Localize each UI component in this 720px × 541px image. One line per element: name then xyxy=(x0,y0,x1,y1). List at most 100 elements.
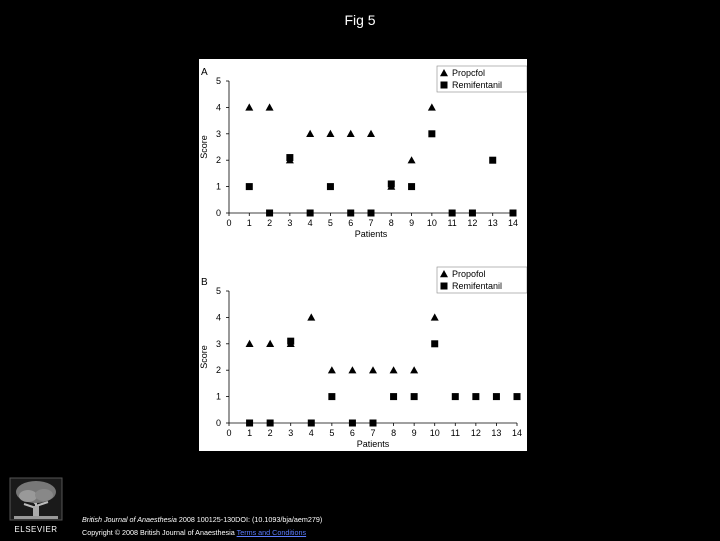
panel-b-legend-square-marker xyxy=(440,282,448,290)
panel-a-remifentanil-point xyxy=(509,209,517,217)
panel-a-x-tick-label: 5 xyxy=(328,218,333,228)
panel-a-propofol-point xyxy=(326,129,335,137)
panel-b-propofol-point xyxy=(369,366,377,374)
copyright-line: Copyright © 2008 British Journal of Anae… xyxy=(82,526,682,539)
panel-b-x-tick-label: 0 xyxy=(226,428,231,438)
panel-b-x-axis-title: Patients xyxy=(357,439,390,449)
panel-b-y-tick-label: 2 xyxy=(216,365,221,375)
panel-b-x-tick-label: 4 xyxy=(309,428,314,438)
figure-svg: A0 1 2 3 4 5 6 7 8 9 10 11 12 13 14012345PatientsScore… xyxy=(199,65,527,449)
panel-a-y-tick-label: 3 xyxy=(216,129,221,139)
panel-a-remifentanil-point xyxy=(489,156,497,164)
panel-a-x-tick-label: 4 xyxy=(308,218,313,228)
panel-b-x-tick-label: 14 xyxy=(512,428,522,438)
panel-b-remifentanil-point xyxy=(348,419,356,427)
panel-a-remifentanil-point xyxy=(306,209,314,217)
panel-b-remifentanil-point xyxy=(287,337,295,345)
panel-a-x-tick-label: 11 xyxy=(447,218,456,228)
panel-b-x-tick-label: 5 xyxy=(329,428,334,438)
panel-a-remifentanil-point xyxy=(408,183,416,191)
panel-a-legend-label: Remifentanil xyxy=(452,80,502,90)
panel-b-remifentanil-point xyxy=(492,393,500,401)
panel-a-x-tick-label: 1 xyxy=(247,218,252,228)
journal-name: British Journal of Anaesthesia xyxy=(82,515,177,524)
panel-a-propofol-point xyxy=(346,129,355,137)
panel-a-y-tick-label: 4 xyxy=(216,102,221,112)
panel-b-remifentanil-point xyxy=(472,393,480,401)
panel-a-x-axis-title: Patients xyxy=(355,229,388,239)
panel-b-remifentanil-point xyxy=(307,419,315,427)
panel-b-x-tick-label: 2 xyxy=(268,428,273,438)
panel-a-remifentanil-point xyxy=(326,183,334,191)
panel-b-remifentanil-point xyxy=(410,393,418,401)
terms-link[interactable]: Terms and Conditions xyxy=(236,528,307,537)
panel-a-legend-triangle-marker xyxy=(440,69,448,77)
panel-a-propofol-point xyxy=(245,103,254,111)
panel-b-propofol-point xyxy=(245,339,254,347)
panel-b-remifentanil-point xyxy=(369,419,377,427)
panel-b-propofol-point xyxy=(327,366,336,374)
panel-b-remifentanil-point xyxy=(390,393,398,401)
panel-b-propofol-point xyxy=(430,313,439,321)
panel-a-remifentanil-point xyxy=(387,180,395,188)
panel-a-x-tick-label: 14 xyxy=(508,218,518,228)
panel-b-legend-label: Remifentanil xyxy=(452,281,502,291)
panel-b-propofol-point xyxy=(348,366,357,374)
slide-title: Fig 5 xyxy=(344,12,376,28)
panel-a-remifentanil-point xyxy=(428,130,436,138)
panel-a-x-tick-label: 9 xyxy=(409,218,414,228)
panel-b-y-tick-label: 5 xyxy=(216,286,221,296)
panel-b-x-tick-label: 6 xyxy=(350,428,355,438)
panel-a-x-tick-label: 6 xyxy=(348,218,353,228)
panel-b-label: B xyxy=(201,277,208,288)
panel-b-remifentanil-point xyxy=(513,393,521,401)
panel-a-label: A xyxy=(201,67,208,78)
panel-b-legend-label: Propofol xyxy=(452,269,486,279)
panel-b-legend-triangle-marker xyxy=(440,270,448,278)
panel-a-x-tick-label: 7 xyxy=(368,218,373,228)
panel-a-remifentanil-point xyxy=(367,209,375,217)
panel-b-x-tick-label: 12 xyxy=(471,428,481,438)
panel-b-x-tick-label: 8 xyxy=(391,428,396,438)
panel-a-x-tick-label: 13 xyxy=(488,218,498,228)
panel-a-remifentanil-point xyxy=(448,209,456,217)
panel-b-propofol-point xyxy=(266,339,275,347)
panel-a-y-axis-title: Score xyxy=(199,135,209,159)
panel-a-x-tick-label: 3 xyxy=(287,218,292,228)
panel-b-x-tick-label: 7 xyxy=(370,428,375,438)
panel-a-legend-box xyxy=(436,65,527,93)
panel-b-remifentanil-point xyxy=(246,419,254,427)
panel-b-remifentanil-point xyxy=(328,393,336,401)
panel-a-remifentanil-point xyxy=(266,209,274,217)
panel-a-x-tick-label: 12 xyxy=(467,218,477,228)
panel-a-propofol-point xyxy=(367,129,375,137)
panel-b-y-tick-label: 0 xyxy=(216,418,221,428)
panel-b-x-tick-label: 13 xyxy=(491,428,501,438)
panel-b-y-axis-title: Score xyxy=(199,345,209,369)
panel-a-y-tick-label: 5 xyxy=(216,76,221,86)
panel-a-legend-square-marker xyxy=(440,81,448,89)
panel-b-remifentanil-point xyxy=(451,393,459,401)
panel-a-propofol-point xyxy=(306,129,315,137)
panel-a-x-tick-label: 2 xyxy=(267,218,272,228)
tree-icon xyxy=(9,477,63,521)
panel-a-propofol-point xyxy=(427,103,436,111)
panel-a-legend-label: Propcfol xyxy=(452,68,485,78)
panel-a-remifentanil-point xyxy=(347,209,355,217)
panel-a-remifentanil-point xyxy=(245,183,253,191)
panel-b-x-tick-label: 9 xyxy=(412,428,417,438)
panel-b-x-tick-label: 10 xyxy=(430,428,440,438)
panel-b-propofol-point xyxy=(307,313,316,321)
logo-text: ELSEVIER xyxy=(14,525,58,534)
panel-a-propofol-point xyxy=(407,156,416,164)
panel-b-propofol-point xyxy=(389,366,398,374)
panel-a-x-tick-label: 10 xyxy=(427,218,437,228)
panel-a-y-tick-label: 1 xyxy=(216,182,221,192)
panel-b-remifentanil-point xyxy=(431,340,439,348)
panel-a-x-tick-label: 8 xyxy=(389,218,394,228)
panel-b-y-tick-label: 3 xyxy=(216,339,221,349)
panel-b-x-tick-label: 11 xyxy=(451,428,460,438)
footer: British Journal of Anaesthesia 2008 1001… xyxy=(82,513,682,539)
panel-a-x-tick-label: 0 xyxy=(226,218,231,228)
panel-a-y-tick-label: 0 xyxy=(216,208,221,218)
